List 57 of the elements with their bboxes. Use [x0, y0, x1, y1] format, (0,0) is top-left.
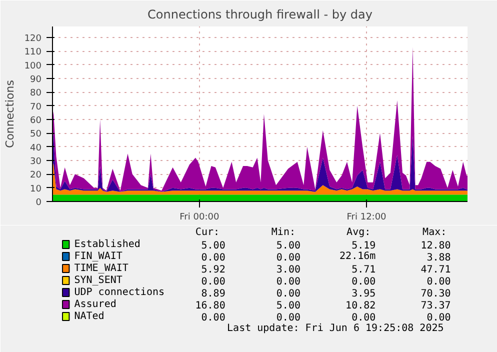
text: 70.30	[420, 288, 451, 300]
text: 5.71	[352, 264, 376, 276]
y-tick-label: 30	[30, 156, 42, 167]
text: 8.89	[201, 288, 226, 300]
text: 5.92	[201, 264, 226, 276]
y-tick-label: 60	[30, 116, 42, 126]
text: 0.00	[352, 276, 376, 288]
text: 3.00	[276, 264, 301, 276]
text: 0.00	[276, 288, 301, 300]
y-axis-title: Connections	[3, 80, 16, 148]
text: 0.00	[352, 312, 376, 324]
text: 10.82	[346, 300, 376, 312]
text: Avg:	[346, 227, 371, 238]
y-tick-label: 40	[30, 143, 42, 154]
text: 16.80	[195, 300, 226, 312]
text: 0.00	[426, 312, 451, 324]
y-tick-label: 110	[24, 48, 42, 58]
text: 73.37	[420, 300, 451, 312]
x-tick-label: Fri 12:00	[346, 212, 387, 222]
legend-label: TIME_WAIT	[74, 263, 128, 274]
text: 0.00	[276, 276, 301, 288]
text: 3.88	[426, 252, 451, 264]
text: 0.00	[201, 276, 226, 288]
legend-label: FIN_WAIT	[74, 251, 122, 262]
text: 0.00	[201, 312, 226, 324]
legend-label: Assured	[74, 299, 116, 310]
y-tick-label: 10	[30, 184, 42, 194]
text: 47.71	[420, 264, 451, 276]
text: 0.00	[426, 276, 451, 288]
y-tick-label: 120	[24, 34, 42, 44]
legend-label: UDP connections	[74, 287, 165, 298]
text: 0.00	[276, 312, 301, 324]
y-tick-label: 70	[30, 102, 42, 112]
y-tick-label: 80	[30, 88, 42, 99]
text: 5.00	[276, 300, 301, 312]
text: 0.00	[201, 252, 226, 264]
y-tick-label: 100	[24, 61, 42, 72]
text: 5.00	[276, 240, 301, 252]
y-tick-label: 50	[30, 130, 42, 140]
text: 12.80	[420, 240, 451, 252]
chart-title: Connections through firewall - by day	[148, 8, 372, 22]
y-tick-label: 0	[36, 198, 42, 208]
text: 5.00	[201, 240, 226, 252]
text: Max:	[422, 227, 447, 238]
x-tick-label: Fri 00:00	[180, 212, 220, 222]
text: 3.95	[352, 288, 376, 300]
text: 0.00	[276, 252, 301, 264]
text: 5.19	[352, 240, 376, 252]
legend-label: Established	[74, 239, 140, 250]
text: 22.16m	[340, 251, 376, 262]
legend-label: NATed	[74, 311, 104, 322]
text: Last update: Fri Jun 6 19:25:08 2025	[227, 323, 444, 334]
text: Min:	[271, 227, 296, 238]
y-tick-label: 90	[30, 74, 42, 85]
y-tick-label: 20	[30, 170, 42, 181]
text: Cur:	[195, 227, 220, 238]
legend-label: SYN_SENT	[74, 275, 122, 286]
